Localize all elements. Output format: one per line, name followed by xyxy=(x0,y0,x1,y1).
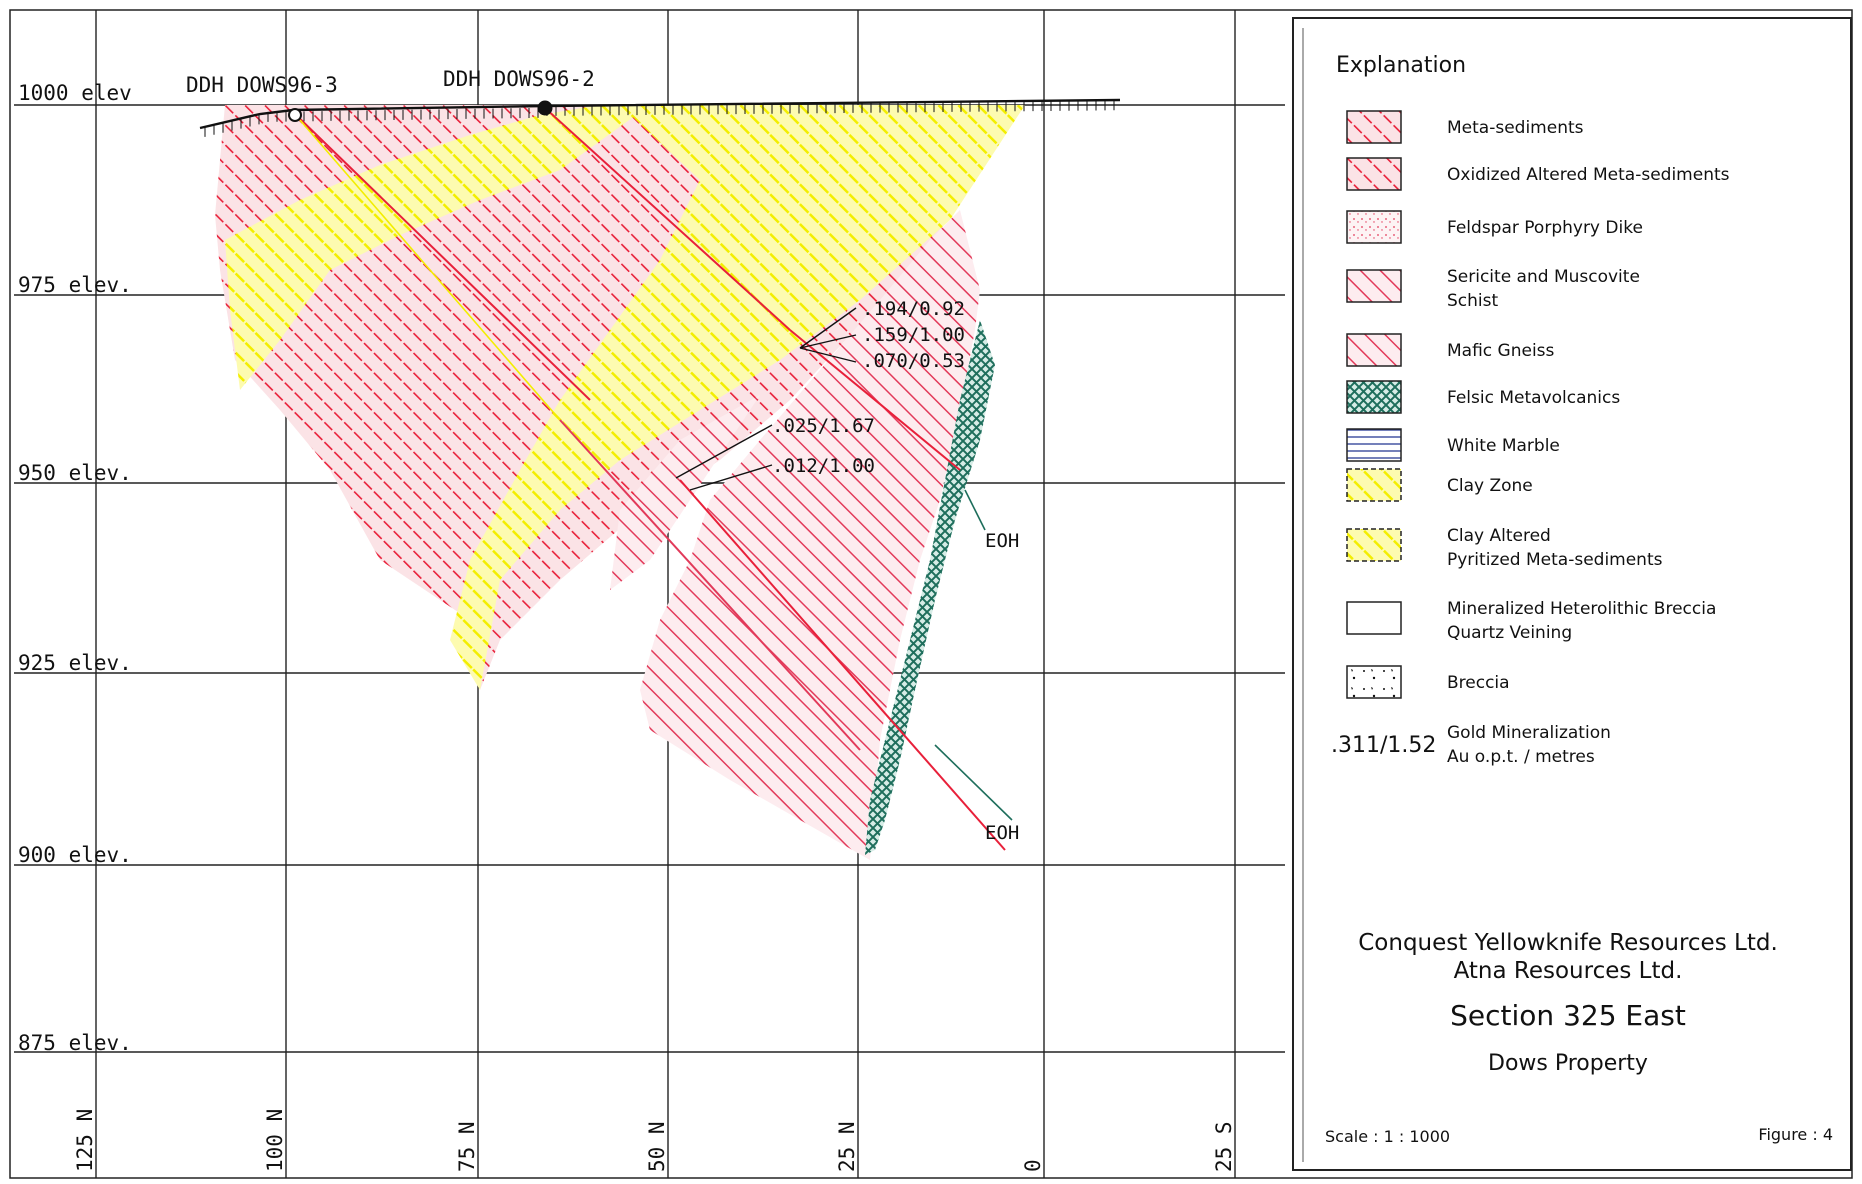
drillhole-label-dows96-2: DDH DOWS96-2 xyxy=(443,67,595,91)
northing-label: 100 N xyxy=(263,1109,287,1172)
legend-label-line2: Quartz Veining xyxy=(1447,623,1572,643)
mafic-gneiss-dike xyxy=(610,395,760,590)
northing-label: 125 N xyxy=(73,1109,97,1172)
legend-sample-value: .311/1.52 xyxy=(1331,733,1436,758)
elevation-label: 925 elev. xyxy=(18,651,132,675)
legend-swatch xyxy=(1346,665,1402,699)
surface-topography xyxy=(199,98,1121,137)
legend-swatch xyxy=(1346,157,1402,191)
legend-item-marble: White Marble xyxy=(1346,428,1560,462)
legend-item-meta-sed: Meta-sediments xyxy=(1346,110,1584,144)
assay-label: .194/0.92 xyxy=(862,298,965,320)
legend-label: Mafic Gneiss xyxy=(1447,341,1555,361)
legend-item-oxidized: Oxidized Altered Meta-sediments xyxy=(1346,157,1730,191)
northing-label: 0 xyxy=(1021,1159,1045,1172)
legend-item-breccia: Breccia xyxy=(1346,665,1510,699)
legend-item-porphyry: Feldspar Porphyry Dike xyxy=(1346,210,1643,244)
northing-label: 50 N xyxy=(645,1121,669,1172)
northing-label: 75 N xyxy=(455,1121,479,1172)
elevation-label: 900 elev. xyxy=(18,843,132,867)
legend-label: Felsic Metavolcanics xyxy=(1447,388,1620,408)
legend-label: Mineralized Heterolithic Breccia xyxy=(1447,599,1716,619)
figure-label: Figure : 4 xyxy=(1758,1125,1833,1144)
elevation-label: 1000 elev xyxy=(18,81,132,105)
legend-item-clay-pyr: Clay Altered Pyritized Meta-sediments xyxy=(1346,526,1663,570)
assay-label: .012/1.00 xyxy=(772,455,875,477)
legend-item-felsic: Felsic Metavolcanics xyxy=(1346,380,1620,414)
property-name: Dows Property xyxy=(1488,1051,1648,1076)
legend-item-gneiss: Mafic Gneiss xyxy=(1346,333,1555,367)
legend-swatch xyxy=(1346,210,1402,244)
legend-item-gold: .311/1.52 Gold Mineralization Au o.p.t. / … xyxy=(1331,723,1611,767)
legend-swatch xyxy=(1346,333,1402,367)
felsic-metavolcanics-unit xyxy=(865,320,995,855)
elevation-labels: 1000 elev 975 elev. 950 elev. 925 elev. 900 … xyxy=(18,81,132,1055)
legend-item-hetero: Mineralized Heterolithic Breccia Quartz V… xyxy=(1346,599,1716,643)
legend-item-schist: Sericite and Muscovite Schist xyxy=(1346,267,1640,311)
northing-label: 25 S xyxy=(1212,1121,1236,1172)
legend-swatch xyxy=(1346,468,1402,502)
legend-label: Clay Altered xyxy=(1447,526,1551,546)
elevation-label: 975 elev. xyxy=(18,273,132,297)
legend-list: Meta-sediments Oxidized Altered Meta-sedi… xyxy=(1331,110,1730,767)
legend-swatch xyxy=(1346,110,1402,144)
collar-dows96-2-marker xyxy=(537,100,553,116)
legend-label: Clay Zone xyxy=(1447,476,1533,496)
section-title: Section 325 East xyxy=(1450,999,1686,1032)
assay-label: .070/0.53 xyxy=(862,350,965,372)
clay-zone-west xyxy=(225,105,650,390)
collar-dows96-3-marker xyxy=(288,108,302,122)
end-of-hole-label: EOH xyxy=(985,530,1019,552)
lithology-units xyxy=(215,105,1025,860)
company-name-2: Atna Resources Ltd. xyxy=(1454,958,1683,984)
legend-label: Meta-sediments xyxy=(1447,118,1584,138)
legend-label-line2: Schist xyxy=(1447,291,1498,311)
legend-label: Sericite and Muscovite xyxy=(1447,267,1640,287)
legend-label: Oxidized Altered Meta-sediments xyxy=(1447,165,1730,185)
clay-altered-east xyxy=(450,105,1025,690)
northing-labels: 125 N 100 N 75 N 50 N 25 N 0 25 S xyxy=(73,1109,1236,1172)
end-of-hole-label: EOH xyxy=(985,822,1019,844)
legend-label: Breccia xyxy=(1447,673,1510,693)
elevation-label: 875 elev. xyxy=(18,1031,132,1055)
legend-label: Gold Mineralization xyxy=(1447,723,1611,743)
legend-swatch xyxy=(1346,528,1402,562)
company-name-1: Conquest Yellowknife Resources Ltd. xyxy=(1358,930,1778,956)
section-labels: DDH DOWS96-3 DDH DOWS96-2 .194/0.92 .159… xyxy=(186,67,1019,844)
legend-label-line2: Au o.p.t. / metres xyxy=(1447,747,1595,767)
section-grid xyxy=(14,10,1285,1178)
elevation-label: 950 elev. xyxy=(18,461,132,485)
legend-panel: Explanation Meta-sediments Oxidized Alter… xyxy=(1292,17,1852,1171)
sericite-schist-unit xyxy=(640,210,980,860)
legend-swatch xyxy=(1346,428,1402,462)
legend-swatch xyxy=(1346,269,1402,303)
legend-title: Explanation xyxy=(1336,53,1466,78)
legend-label: Feldspar Porphyry Dike xyxy=(1447,218,1643,238)
assay-label: .159/1.00 xyxy=(862,324,965,346)
assay-label: .025/1.67 xyxy=(772,415,875,437)
legend-label-line2: Pyritized Meta-sediments xyxy=(1447,550,1663,570)
legend-item-clay: Clay Zone xyxy=(1346,468,1533,502)
legend-label: White Marble xyxy=(1447,436,1560,456)
drill-traces xyxy=(292,107,1013,851)
legend-swatch xyxy=(1346,380,1402,414)
northing-label: 25 N xyxy=(835,1121,859,1172)
scale-label: Scale : 1 : 1000 xyxy=(1325,1127,1450,1146)
drillhole-label-dows96-3: DDH DOWS96-3 xyxy=(186,73,338,97)
legend-swatch xyxy=(1346,601,1402,635)
